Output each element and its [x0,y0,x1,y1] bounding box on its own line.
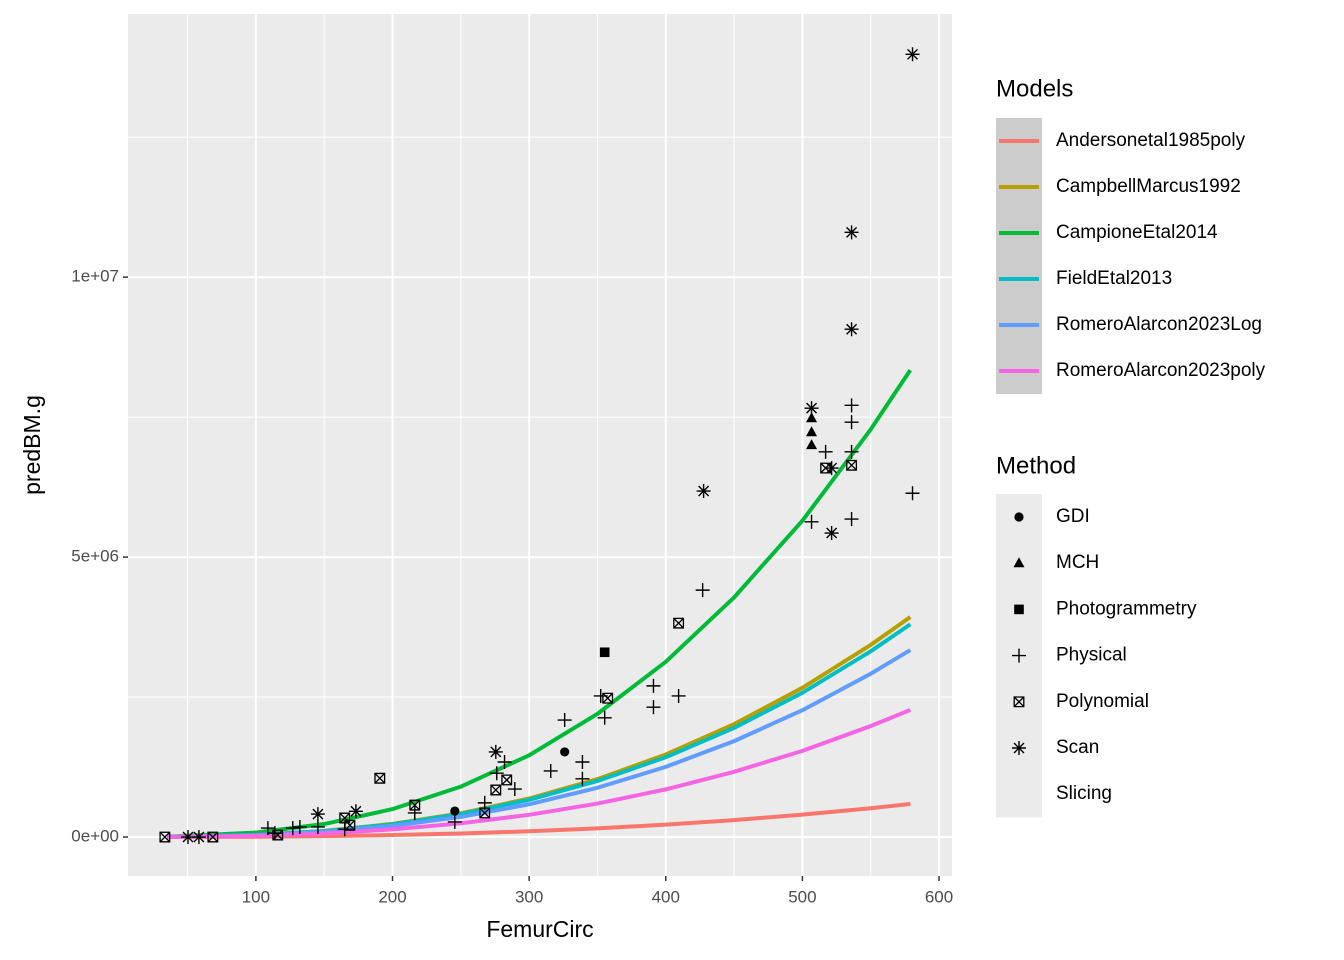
point [818,444,833,459]
points [159,47,920,845]
point [844,322,859,337]
point [180,830,195,845]
model-line [167,708,912,839]
point [447,814,462,829]
point [490,784,502,796]
model-line [167,802,911,840]
point [597,710,612,725]
legend: Models Andersonetal1985poly CampbellMarcus… [996,75,1266,818]
point [407,805,422,820]
point [646,678,661,693]
point [489,766,504,781]
point [507,782,522,797]
legend-key-bg [996,118,1042,394]
point [844,225,859,240]
point [560,747,570,757]
point [488,744,503,759]
point [806,439,818,450]
point [543,763,558,778]
point [575,771,590,786]
point [696,484,711,499]
point [575,755,590,770]
point [292,819,307,834]
point [602,692,614,704]
point [599,647,610,658]
legend-label: Physical [1056,645,1127,666]
point [310,819,325,834]
grid [128,14,952,876]
legend-title: Models [996,75,1073,102]
legend-label: Scan [1056,737,1099,758]
point [348,804,363,819]
legend-title: Method [996,452,1076,479]
point [272,829,284,841]
point [905,486,920,501]
point [673,617,685,629]
x-tick-label: 400 [652,887,680,906]
legend-label: RomeroAlarcon2023poly [1056,360,1266,381]
legend-label: MCH [1056,552,1099,573]
point [824,461,839,476]
y-tick-label: 5e+06 [71,547,119,566]
point [557,713,572,728]
legend-label: Polynomial [1056,691,1149,712]
x-tick-label: 500 [788,887,816,906]
y-tick-label: 1e+07 [71,267,119,286]
y-tick-label: 0e+00 [71,827,119,846]
point [344,819,356,831]
x-tick-label: 200 [378,887,406,906]
x-axis-title: FemurCirc [486,916,593,942]
point [501,774,513,786]
point [409,799,421,811]
legend-marker [1014,512,1024,522]
point [806,426,818,437]
legend-marker [1014,604,1024,615]
point [844,512,859,527]
point [905,47,920,62]
legend-marker [1012,741,1026,755]
legend-label: Photogrammetry [1056,598,1197,619]
point [806,412,818,423]
point [844,444,859,459]
point [339,812,351,824]
point [846,459,858,471]
model-line [166,368,912,839]
point [191,830,206,845]
point [844,415,859,430]
legend-marker [1013,557,1025,568]
point [804,514,819,529]
legend-marker [1012,648,1026,663]
legend-label: Slicing [1056,783,1112,804]
y-axis-title: predBM.g [19,395,45,495]
x-tick-label: 100 [242,887,270,906]
x-tick-label: 300 [515,887,543,906]
point [374,772,386,784]
lines [166,368,912,840]
point [207,831,219,843]
legend-label: Andersonetal1985poly [1056,130,1246,151]
point [285,821,300,836]
point [646,700,661,715]
point [804,401,819,416]
point [450,806,460,816]
point [310,807,325,822]
point [844,398,859,413]
axes: 100 200 300 400 500 600 0e+00 5e+06 1e+07 [71,267,953,907]
legend-marker [1013,696,1025,708]
x-tick-label: 600 [925,887,953,906]
legend-label: RomeroAlarcon2023Log [1056,314,1262,335]
legend-label: GDI [1056,506,1090,527]
point [497,755,512,770]
legend-label: FieldEtal2013 [1056,268,1172,289]
legend-label: CampioneEtal2014 [1056,222,1218,243]
point [671,688,686,703]
point [695,583,710,598]
legend-label: CampbellMarcus1992 [1056,176,1241,197]
point [824,526,839,541]
point [159,831,171,843]
point [479,807,491,819]
